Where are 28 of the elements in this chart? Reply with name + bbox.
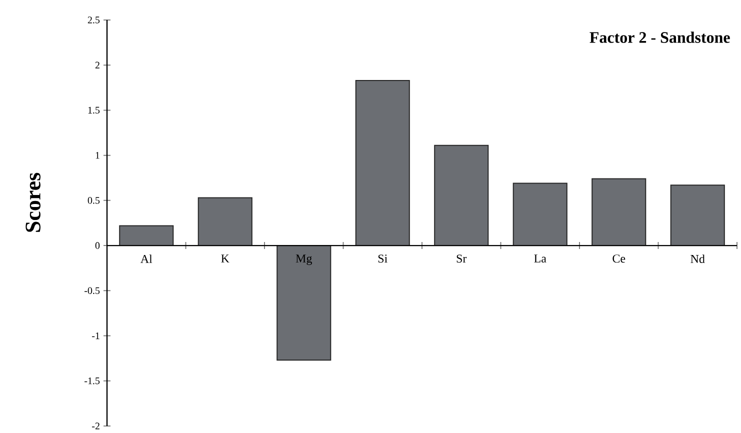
x-tick-label: Ce (612, 254, 626, 263)
y-tick-label: 2 (95, 62, 100, 68)
x-tick-label: Al (140, 254, 152, 263)
y-tick-label: -1 (92, 332, 100, 340)
y-tick-label: 1.5 (88, 106, 100, 114)
bar (276, 245, 332, 361)
y-tick-label: -1.5 (84, 378, 100, 384)
bar (198, 197, 252, 246)
x-tick-label: K (221, 254, 230, 262)
y-axis-title: Scores (26, 172, 40, 232)
bar (434, 144, 489, 246)
y-tick-label: -0.5 (84, 287, 100, 294)
text: Factor 2 - Sandstone (590, 32, 730, 43)
x-tick-label: Si (378, 254, 388, 263)
y-tick-label: -2 (92, 422, 100, 430)
x-tick-label: Mg (296, 254, 312, 266)
y-tick-label: 1 (96, 152, 100, 159)
bar (512, 182, 568, 246)
y-tick-label: 0 (95, 242, 100, 249)
x-tick-label: Nd (690, 254, 705, 264)
y-tick-label: 2.5 (88, 16, 100, 24)
bar (355, 80, 410, 246)
bar (670, 184, 725, 246)
bar (592, 178, 646, 246)
x-tick-label: Sr (456, 254, 467, 263)
y-tick-label: 0.5 (88, 197, 100, 204)
bar (119, 225, 174, 246)
x-tick-label: La (534, 254, 546, 263)
